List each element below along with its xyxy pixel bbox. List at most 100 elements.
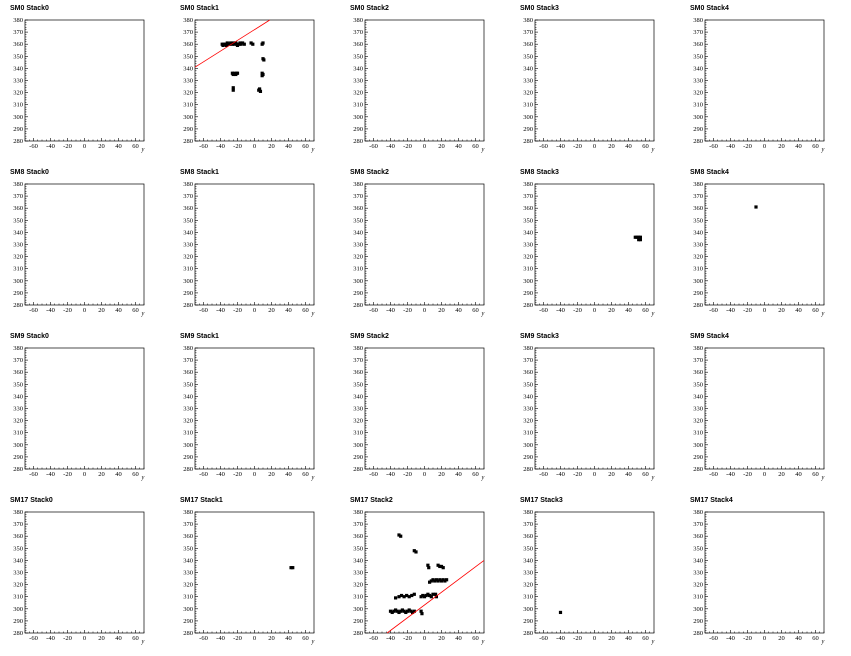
y-tick-label: 360 xyxy=(353,369,363,376)
chart-panel: SM8 Stack1 280 290 300 310 320 330 340 350 360 370… xyxy=(170,164,340,328)
y-tick-label: 350 xyxy=(693,381,703,388)
y-tick-label: 340 xyxy=(693,65,703,72)
x-tick-label: 0 xyxy=(593,143,596,150)
y-tick-label: 370 xyxy=(523,193,533,200)
y-tick-label: 310 xyxy=(13,430,23,437)
x-tick-label: -20 xyxy=(63,471,72,478)
data-point xyxy=(409,609,413,613)
data-point xyxy=(249,41,253,45)
y-tick-label: 300 xyxy=(13,442,23,449)
data-point xyxy=(433,592,438,596)
y-tick-label: 290 xyxy=(693,290,703,297)
x-tick-label: 0 xyxy=(763,471,766,478)
data-point xyxy=(241,41,245,45)
y-tick-label: 380 xyxy=(183,509,193,516)
data-point xyxy=(402,609,406,613)
y-tick-label: 290 xyxy=(13,618,23,625)
y-tick-label: 360 xyxy=(183,205,193,212)
y-tick-label: 370 xyxy=(13,521,23,528)
x-tick-label: 40 xyxy=(455,307,462,314)
chart-title: SM0 Stack0 xyxy=(10,5,49,12)
x-tick-label: 0 xyxy=(253,635,256,642)
x-tick-label: 0 xyxy=(83,635,86,642)
y-tick-label: 340 xyxy=(13,557,23,564)
y-tick-label: 350 xyxy=(353,217,363,224)
x-tick-label: 0 xyxy=(763,635,766,642)
y-tick-label: 370 xyxy=(523,357,533,364)
y-tick-label: 310 xyxy=(693,266,703,273)
y-tick-label: 330 xyxy=(13,78,23,85)
y-tick-label: 280 xyxy=(523,302,533,309)
x-tick-label: -60 xyxy=(199,143,208,150)
y-tick-label: 310 xyxy=(523,102,533,109)
x-tick-label: 40 xyxy=(285,471,292,478)
x-tick-label: -20 xyxy=(743,307,752,314)
y-tick-label: 380 xyxy=(693,345,703,352)
y-tick-label: 280 xyxy=(353,630,363,637)
y-tick-label: 370 xyxy=(353,521,363,528)
x-tick-label: -20 xyxy=(403,143,412,150)
x-tick-label: 60 xyxy=(642,471,649,478)
y-tick-label: 320 xyxy=(13,418,23,425)
x-tick-label: 20 xyxy=(98,471,105,478)
y-tick-label: 290 xyxy=(523,454,533,461)
y-tick-label: 290 xyxy=(353,290,363,297)
chart-panel: SM9 Stack4 280 290 300 310 320 330 340 350 360 370… xyxy=(680,328,850,492)
y-tick-label: 360 xyxy=(183,369,193,376)
y-tick-label: 330 xyxy=(183,242,193,249)
x-tick-label: -60 xyxy=(29,471,38,478)
y-tick-label: 280 xyxy=(693,302,703,309)
x-tick-label: 60 xyxy=(642,635,649,642)
x-tick-label: 60 xyxy=(302,635,309,642)
y-tick-label: 370 xyxy=(523,521,533,528)
data-point xyxy=(260,42,264,46)
x-tick-label: 20 xyxy=(268,143,275,150)
data-point xyxy=(289,566,293,570)
x-tick-label: -40 xyxy=(726,307,735,314)
y-tick-label: 340 xyxy=(353,393,363,400)
y-tick-label: 340 xyxy=(183,557,193,564)
data-point xyxy=(402,595,406,599)
y-tick-label: 340 xyxy=(523,65,533,72)
y-tick-label: 340 xyxy=(183,229,193,236)
data-point xyxy=(754,205,758,209)
x-tick-label: 60 xyxy=(642,143,649,150)
data-point xyxy=(231,86,235,90)
x-tick-label: 20 xyxy=(438,471,445,478)
x-tick-label: 40 xyxy=(795,307,802,314)
y-tick-label: 340 xyxy=(353,557,363,564)
chart-panel: SM9 Stack1 280 290 300 310 320 330 340 350 360 370… xyxy=(170,328,340,492)
y-tick-label: 350 xyxy=(353,545,363,552)
data-point xyxy=(428,580,432,584)
y-tick-label: 280 xyxy=(353,302,363,309)
y-tick-label: 370 xyxy=(353,357,363,364)
chart-title: SM8 Stack3 xyxy=(520,169,559,176)
y-tick-label: 340 xyxy=(183,393,193,400)
y-tick-label: 350 xyxy=(183,217,193,224)
x-tick-label: 40 xyxy=(115,307,122,314)
data-point xyxy=(224,43,229,48)
x-tick-label: 60 xyxy=(812,143,819,150)
plot-frame xyxy=(194,183,315,306)
chart-title: SM17 Stack2 xyxy=(350,497,393,504)
y-tick-label: 300 xyxy=(353,606,363,613)
y-tick-label: 360 xyxy=(13,205,23,212)
y-tick-label: 370 xyxy=(353,29,363,36)
data-point xyxy=(231,88,235,92)
y-tick-label: 280 xyxy=(13,466,23,473)
y-tick-label: 300 xyxy=(693,278,703,285)
data-point xyxy=(411,610,415,615)
y-tick-label: 320 xyxy=(523,418,533,425)
y-tick-label: 300 xyxy=(183,606,193,613)
y-tick-label: 330 xyxy=(13,406,23,413)
data-point xyxy=(392,609,396,613)
y-tick-label: 290 xyxy=(13,290,23,297)
plot-svg: 280 290 300 310 320 330 340 350 360 370 380 -60 -40 -… xyxy=(523,345,654,481)
y-tick-label: 380 xyxy=(13,345,23,352)
y-tick-label: 360 xyxy=(13,533,23,540)
chart-title: SM0 Stack2 xyxy=(350,5,389,12)
x-tick-label: 20 xyxy=(778,307,785,314)
data-point xyxy=(400,608,404,612)
y-tick-label: 360 xyxy=(523,369,533,376)
data-point xyxy=(633,235,637,239)
